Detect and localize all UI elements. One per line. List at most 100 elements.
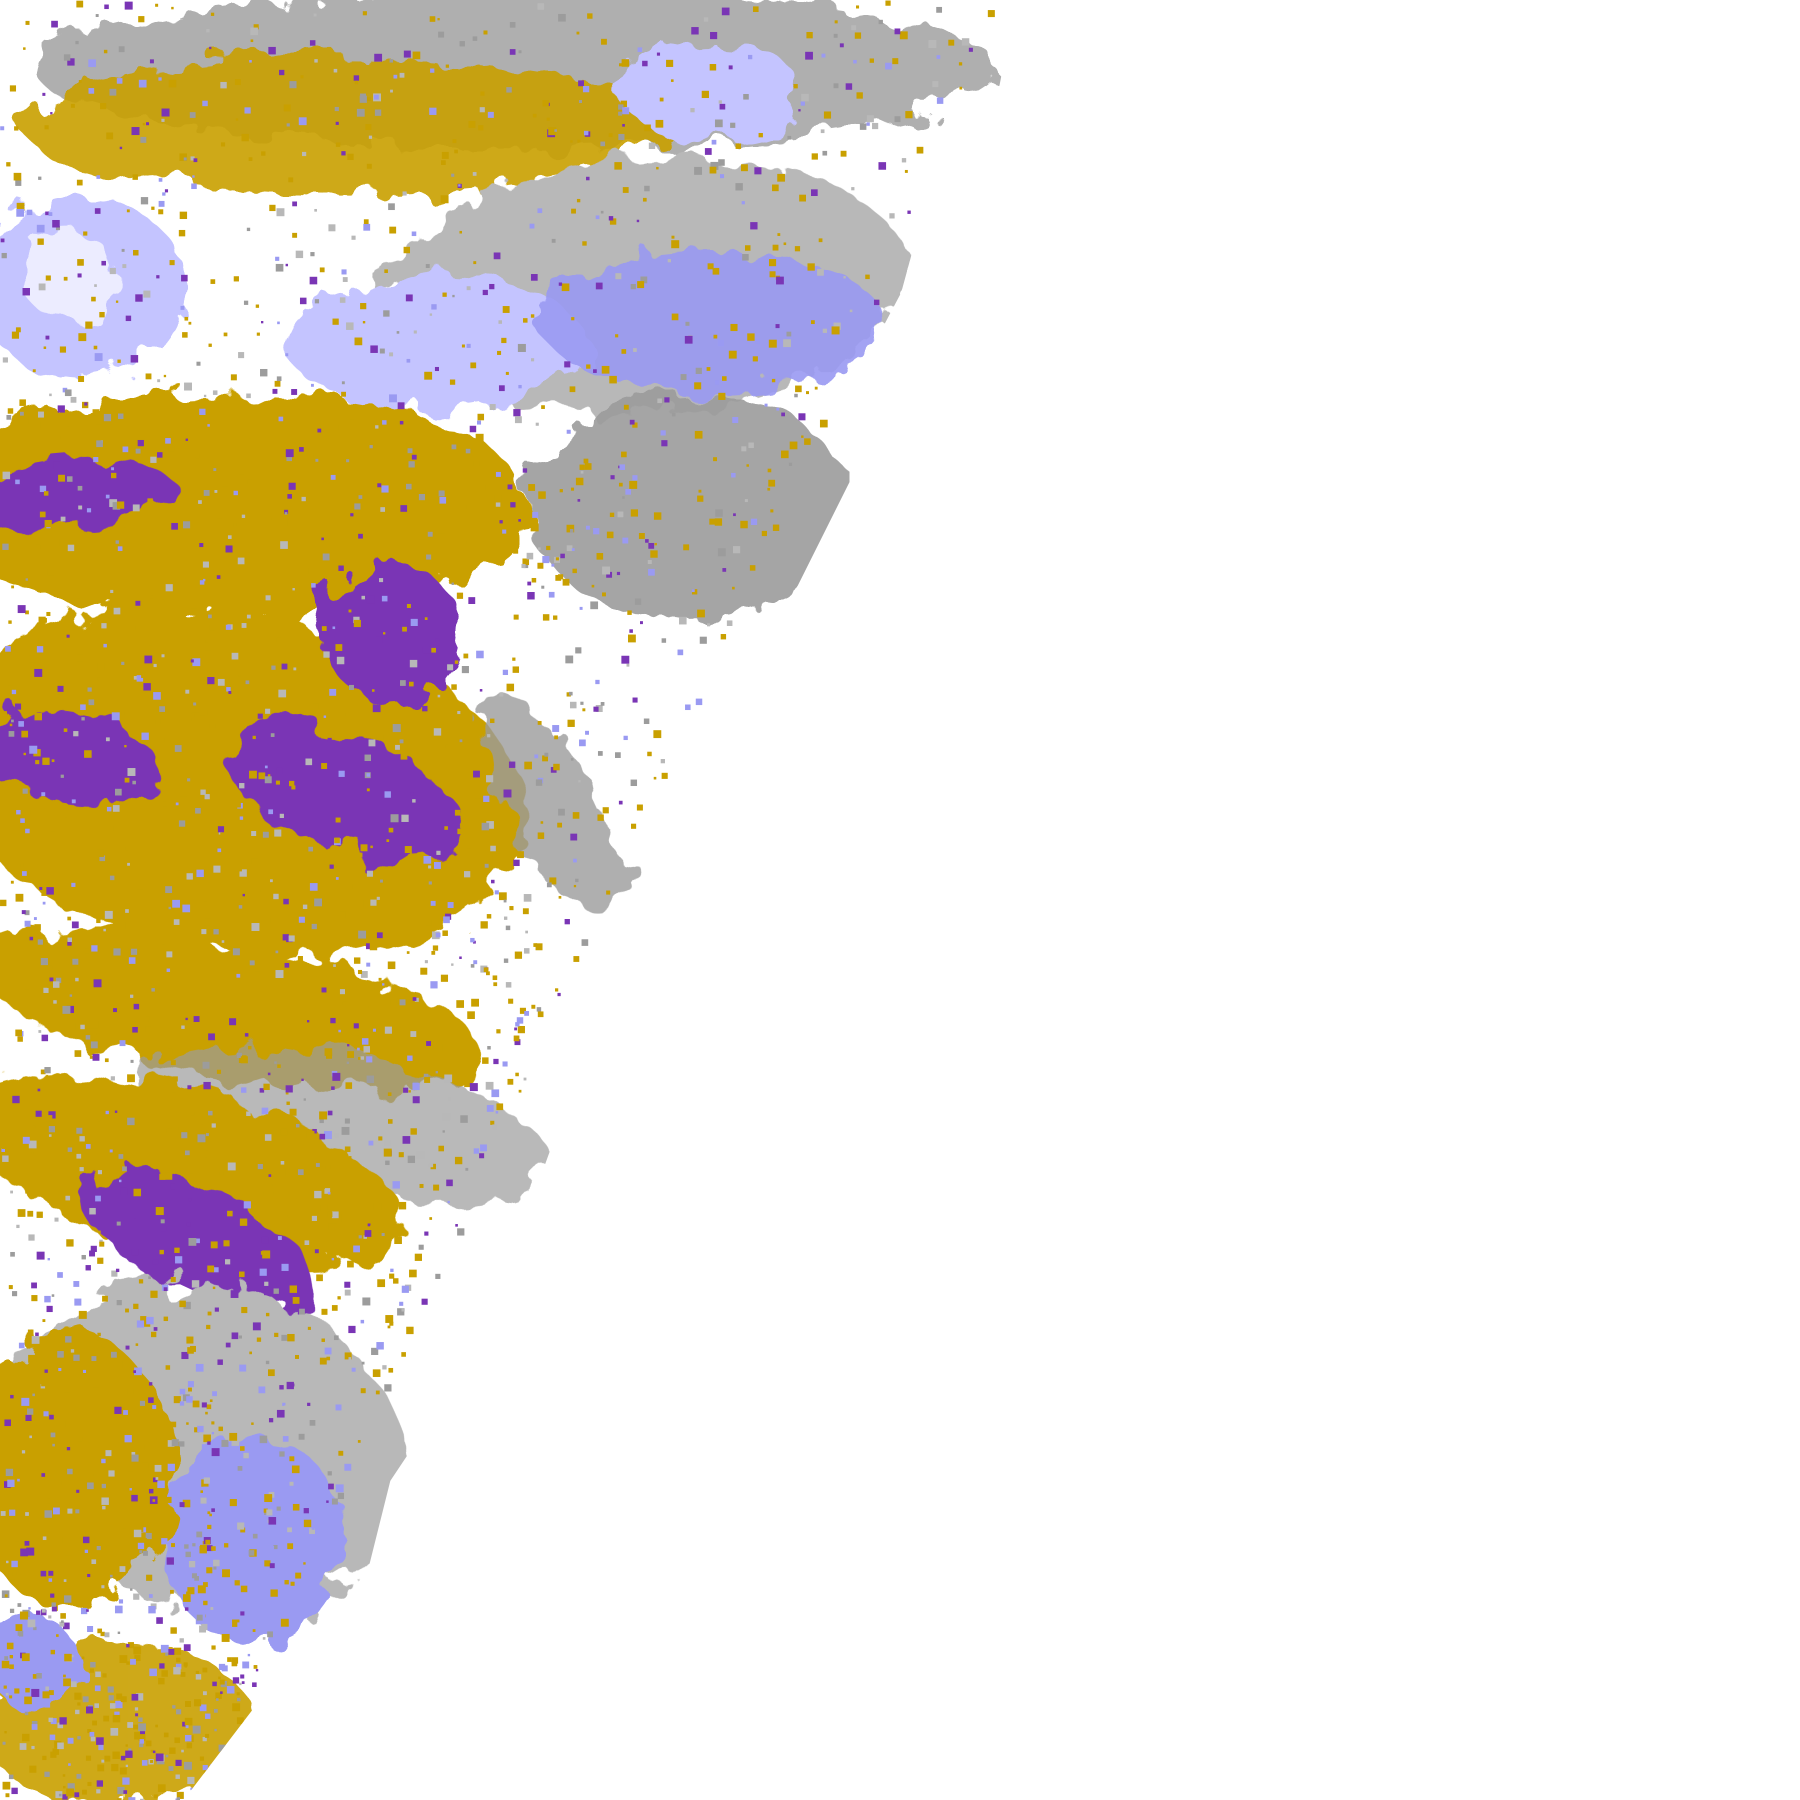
cloud-speckle <box>299 1308 305 1315</box>
cloud-speckle <box>270 608 274 613</box>
cloud-speckle <box>27 1619 36 1628</box>
cloud-speckle <box>794 393 798 398</box>
cloud-speckle <box>238 984 243 989</box>
cloud-speckle <box>240 1611 245 1616</box>
cloud-speckle <box>23 1640 30 1647</box>
cloud-speckle <box>381 485 389 493</box>
cloud-speckle <box>45 211 49 216</box>
cloud-speckle <box>558 282 563 286</box>
cloud-speckle <box>546 882 552 888</box>
cloud-speckle <box>476 1046 479 1049</box>
cloud-speckle <box>531 577 537 583</box>
cloud-speckle <box>638 533 645 539</box>
cloud-speckle <box>206 1324 211 1330</box>
cloud-speckle <box>596 553 604 560</box>
cloud-speckle <box>210 279 216 284</box>
cloud-speckle <box>229 1018 237 1026</box>
cloud-speckle <box>22 788 28 794</box>
cloud-speckle <box>185 541 188 545</box>
cloud-speckle <box>330 1223 337 1230</box>
cloud-speckle <box>600 702 605 706</box>
cloud-speckle <box>362 1297 371 1306</box>
purple-cloud-region <box>0 458 172 530</box>
cloud-speckle <box>396 901 405 910</box>
cloud-speckle <box>96 1340 99 1343</box>
cloud-speckle <box>140 136 147 143</box>
cloud-speckle <box>248 157 253 161</box>
cloud-speckle <box>264 1281 269 1286</box>
cloud-speckle <box>601 365 610 374</box>
cloud-speckle <box>158 200 165 207</box>
cloud-speckle <box>221 1439 229 1447</box>
cloud-speckle <box>125 315 132 322</box>
cloud-speckle <box>229 1432 238 1441</box>
cloud-speckle <box>452 139 457 144</box>
cloud-speckle <box>41 1034 49 1042</box>
cloud-speckle <box>74 1298 82 1306</box>
cloud-speckle <box>109 1149 113 1153</box>
cloud-speckle <box>244 1033 249 1037</box>
cloud-speckle <box>741 164 748 172</box>
cloud-speckle <box>346 459 350 463</box>
cloud-speckle <box>408 461 415 468</box>
cloud-speckle <box>499 692 504 697</box>
cloud-speckle <box>82 1696 89 1703</box>
cloud-speckle <box>151 988 155 992</box>
cloud-speckle <box>885 0 891 6</box>
cloud-speckle <box>213 1267 219 1273</box>
cloud-speckle <box>433 1184 440 1191</box>
cloud-speckle <box>89 1056 93 1059</box>
cloud-speckle <box>656 166 659 170</box>
cloud-speckle <box>313 452 320 459</box>
cloud-speckle <box>354 80 359 85</box>
cloud-speckle <box>5 646 11 652</box>
cloud-speckle <box>225 1627 230 1632</box>
cloud-speckle <box>317 428 322 433</box>
cloud-speckle <box>239 1682 242 1686</box>
cloud-speckle <box>384 1139 391 1146</box>
cloud-speckle <box>216 926 222 932</box>
cloud-speckle <box>586 176 590 181</box>
cloud-speckle <box>125 909 129 913</box>
cloud-speckle <box>378 1136 383 1141</box>
cloud-speckle <box>57 1722 64 1729</box>
cloud-speckle <box>498 385 505 392</box>
cloud-speckle <box>481 822 490 831</box>
cloud-speckle <box>97 662 105 671</box>
cloud-speckle <box>48 1615 52 1619</box>
cloud-speckle <box>795 385 802 393</box>
cloud-speckle <box>77 1550 82 1555</box>
cloud-speckle <box>24 910 30 916</box>
cloud-speckle <box>433 862 441 869</box>
cloud-speckle <box>822 328 827 333</box>
cloud-speckle <box>182 332 188 338</box>
cloud-speckle <box>401 814 409 822</box>
cloud-speckle <box>57 1351 64 1358</box>
cloud-speckle <box>554 735 559 740</box>
cloud-speckle <box>542 614 550 621</box>
cloud-speckle <box>252 1322 261 1331</box>
cloud-speckle <box>50 1649 56 1655</box>
cloud-speckle <box>257 1164 263 1170</box>
cloud-speckle <box>76 654 84 662</box>
cloud-speckle <box>314 1249 319 1254</box>
cloud-speckle <box>354 337 363 346</box>
cloud-speckle <box>51 636 55 640</box>
cloud-speckle <box>442 1130 445 1133</box>
cloud-speckle <box>373 451 381 459</box>
cloud-speckle <box>384 1384 392 1392</box>
cloud-speckle <box>155 719 161 725</box>
cloud-speckle <box>133 1188 142 1197</box>
cloud-speckle <box>188 1198 192 1202</box>
cloud-speckle <box>217 1359 223 1365</box>
cloud-speckle <box>22 1136 30 1144</box>
cloud-speckle <box>225 624 231 630</box>
cloud-speckle <box>48 965 53 970</box>
cloud-speckle <box>575 878 579 883</box>
cloud-speckle <box>271 665 276 670</box>
cloud-speckle <box>501 337 507 344</box>
cloud-speckle <box>112 988 116 992</box>
cloud-speckle <box>252 1629 256 1632</box>
cloud-speckle <box>402 441 407 445</box>
cloud-speckle <box>207 1265 215 1273</box>
